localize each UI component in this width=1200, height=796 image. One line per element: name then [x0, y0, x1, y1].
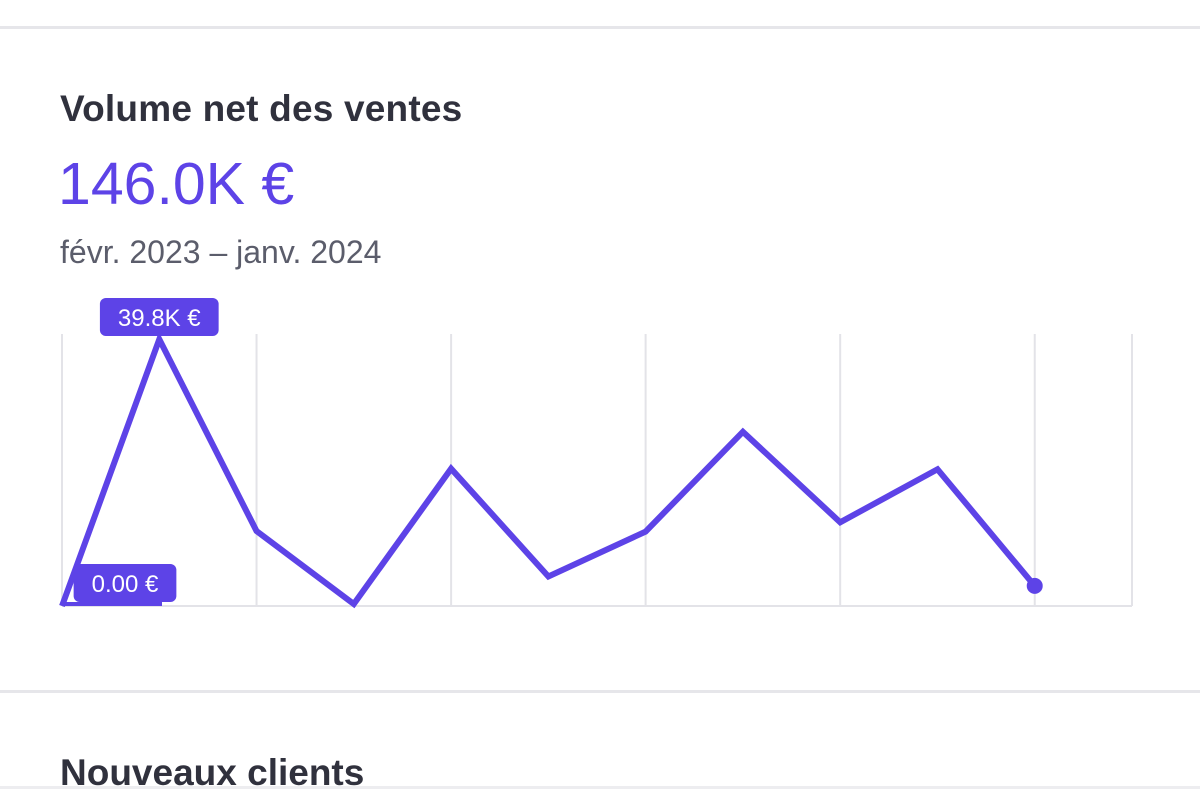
chart-annotations: 39.8K € 0.00 €	[62, 298, 219, 606]
series-line	[59, 331, 1038, 609]
chart-gridlines	[61, 334, 1133, 607]
card-date-range: févr. 2023 – janv. 2024	[60, 234, 382, 270]
svg-text:0.00 €: 0.00 €	[92, 571, 159, 598]
section-divider	[0, 690, 1200, 693]
card-total-value: 146.0K €	[58, 151, 295, 217]
top-divider	[0, 26, 1200, 29]
min-value-marker	[62, 602, 162, 606]
card-title: Volume net des ventes	[60, 88, 463, 129]
sales-line-chart[interactable]: 39.8K € 0.00 €	[0, 290, 1200, 630]
svg-text:39.8K €: 39.8K €	[118, 305, 201, 332]
max-value-label: 39.8K €	[99, 298, 219, 336]
bottom-divider	[0, 786, 1200, 789]
min-value-label: 0.00 €	[73, 564, 177, 602]
last-data-point	[1026, 577, 1043, 594]
chart-series	[59, 331, 1043, 609]
